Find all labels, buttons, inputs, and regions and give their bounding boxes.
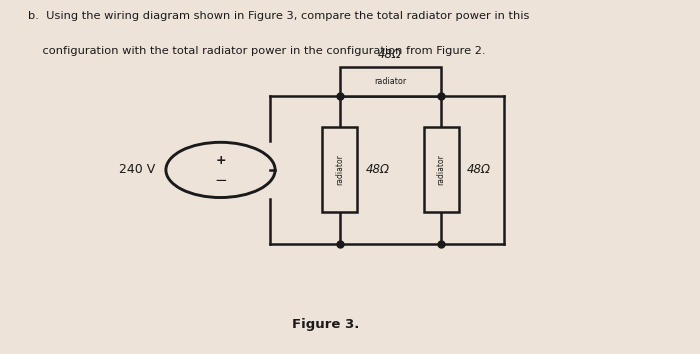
Text: 48Ω: 48Ω [378, 48, 402, 61]
Text: 240 V: 240 V [119, 164, 155, 176]
Text: radiator: radiator [437, 154, 445, 185]
Bar [424, 127, 458, 212]
Bar [340, 67, 441, 96]
Text: 48Ω: 48Ω [365, 164, 389, 176]
Text: 48Ω: 48Ω [467, 164, 491, 176]
Text: +: + [215, 154, 226, 166]
Text: radiator: radiator [335, 154, 344, 185]
Text: Figure 3.: Figure 3. [292, 318, 359, 331]
Bar [322, 127, 357, 212]
Text: b.  Using the wiring diagram shown in Figure 3, compare the total radiator power: b. Using the wiring diagram shown in Fig… [28, 11, 529, 21]
Text: radiator: radiator [374, 77, 407, 86]
Text: −: − [214, 173, 227, 188]
Text: configuration with the total radiator power in the configuration from Figure 2.: configuration with the total radiator po… [28, 46, 486, 56]
